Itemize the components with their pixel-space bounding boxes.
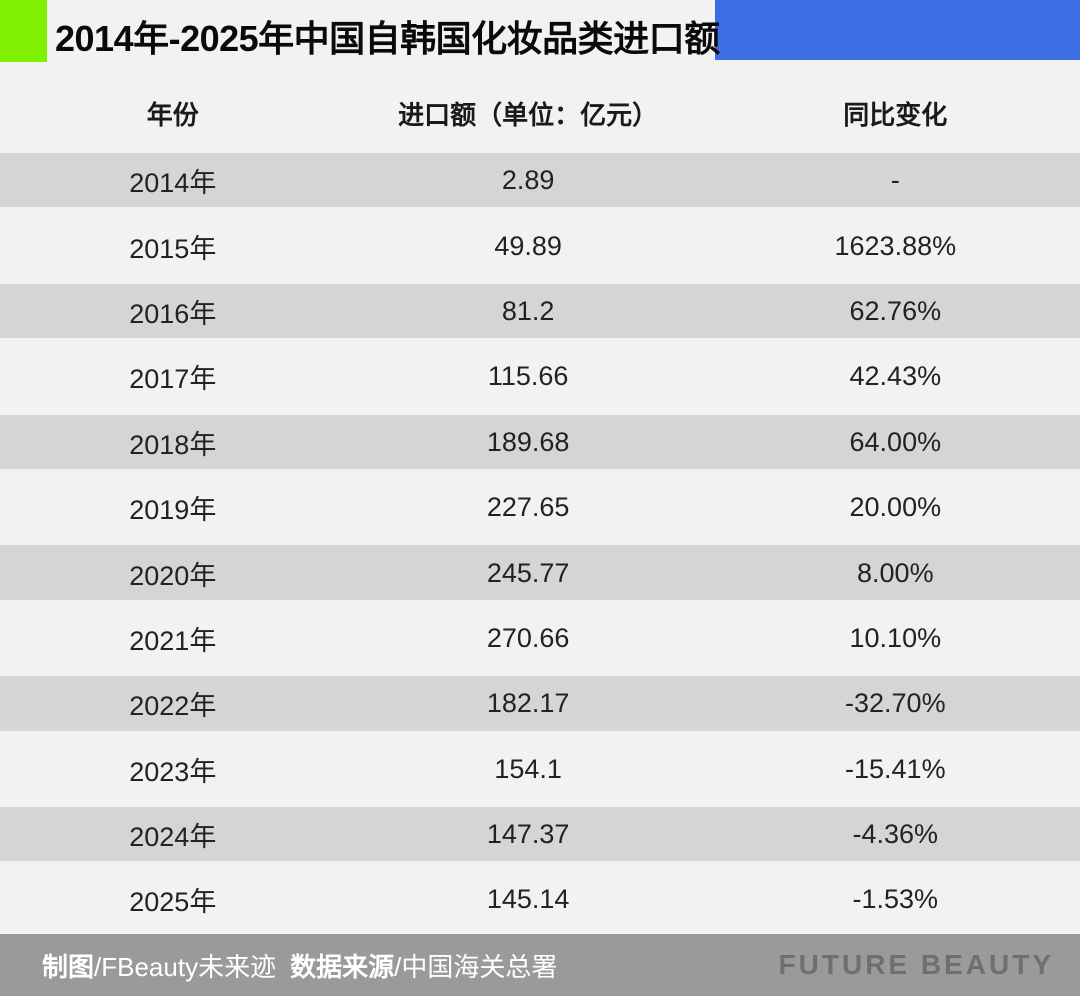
table-body: 2014年 2.89 - 2015年 49.89 1623.88% 2016年 … — [0, 148, 1080, 933]
yoy-change-cell: 1623.88% — [834, 230, 957, 261]
yoy-change-cell: -15.41% — [845, 753, 946, 784]
brand-logo-text: FUTURE BEAUTY — [778, 949, 1054, 980]
table-header-row: 年份 进口额（单位：亿元） 同比变化 — [0, 62, 1080, 148]
year-cell: 2023年 — [129, 756, 217, 787]
year-cell: 2015年 — [129, 233, 217, 264]
import-value-cell: 147.37 — [486, 819, 570, 850]
yoy-change-cell: 10.10% — [849, 622, 942, 653]
year-cell: 2016年 — [129, 298, 217, 329]
yoy-change-cell: 64.00% — [849, 426, 942, 457]
credit-value: /FBeauty未来迹 — [94, 951, 277, 982]
year-cell: 2018年 — [129, 429, 217, 460]
yoy-change-cell: -32.70% — [845, 688, 946, 719]
import-value-cell: 182.17 — [486, 688, 570, 719]
year-cell: 2024年 — [129, 822, 217, 853]
blue-accent-bar — [715, 0, 1080, 60]
yoy-change-cell: 42.43% — [849, 361, 942, 392]
year-cell: 2017年 — [129, 364, 217, 395]
data-table: 年份 进口额（单位：亿元） 同比变化 2014年 2.89 - 2015年 49… — [0, 62, 1080, 933]
year-cell: 2021年 — [129, 625, 217, 656]
year-cell: 2020年 — [129, 560, 217, 591]
source-label: 数据来源 — [290, 951, 395, 982]
table-row: 2019年 227.65 20.00% — [0, 475, 1080, 540]
yoy-change-cell: -1.53% — [852, 884, 939, 915]
yoy-change-cell: 8.00% — [857, 557, 934, 588]
import-value-cell: 49.89 — [494, 230, 562, 261]
table-row: 2023年 154.1 -15.41% — [0, 737, 1080, 802]
year-cell: 2022年 — [129, 691, 217, 722]
column-header-import-value: 进口额（单位：亿元） — [398, 99, 659, 130]
import-value-cell: 227.65 — [486, 492, 570, 523]
footer-bar: 制图/FBeauty未来迹 数据来源/中国海关总署 FUTURE BEAUTY — [0, 934, 1080, 996]
page-title: 2014年-2025年中国自韩国化妆品类进口额 — [55, 18, 720, 59]
import-value-cell: 154.1 — [494, 753, 562, 784]
green-accent-square — [0, 0, 47, 62]
import-value-cell: 189.68 — [486, 426, 570, 457]
import-value-cell: 115.66 — [487, 361, 569, 392]
title-bar: 2014年-2025年中国自韩国化妆品类进口额 — [0, 0, 1080, 62]
table-row: 2016年 81.2 62.76% — [0, 279, 1080, 344]
table-row: 2014年 2.89 - — [0, 148, 1080, 213]
import-value-cell: 270.66 — [486, 622, 570, 653]
table-row: 2017年 115.66 42.43% — [0, 344, 1080, 409]
column-header-year: 年份 — [146, 99, 199, 130]
import-value-cell: 2.89 — [501, 165, 555, 196]
table-row: 2018年 189.68 64.00% — [0, 410, 1080, 475]
table-row: 2024年 147.37 -4.36% — [0, 802, 1080, 867]
table-row: 2021年 270.66 10.10% — [0, 606, 1080, 671]
credit-label: 制图 — [42, 951, 95, 982]
import-value-cell: 245.77 — [486, 557, 570, 588]
import-value-cell: 145.14 — [486, 884, 570, 915]
yoy-change-cell: 20.00% — [849, 492, 942, 523]
column-header-yoy-change: 同比变化 — [843, 99, 948, 130]
table-row: 2015年 49.89 1623.88% — [0, 213, 1080, 278]
yoy-change-cell: - — [890, 165, 900, 196]
year-cell: 2019年 — [129, 495, 217, 526]
table-row: 2025年 145.14 -1.53% — [0, 867, 1080, 932]
year-cell: 2014年 — [129, 168, 217, 199]
table-row: 2020年 245.77 8.00% — [0, 540, 1080, 605]
import-value-cell: 81.2 — [501, 295, 555, 326]
source-value: /中国海关总署 — [394, 951, 558, 982]
year-cell: 2025年 — [129, 887, 217, 918]
yoy-change-cell: 62.76% — [849, 295, 942, 326]
table-row: 2022年 182.17 -32.70% — [0, 671, 1080, 736]
yoy-change-cell: -4.36% — [852, 819, 939, 850]
footer-credits: 制图/FBeauty未来迹 数据来源/中国海关总署 — [42, 947, 557, 984]
